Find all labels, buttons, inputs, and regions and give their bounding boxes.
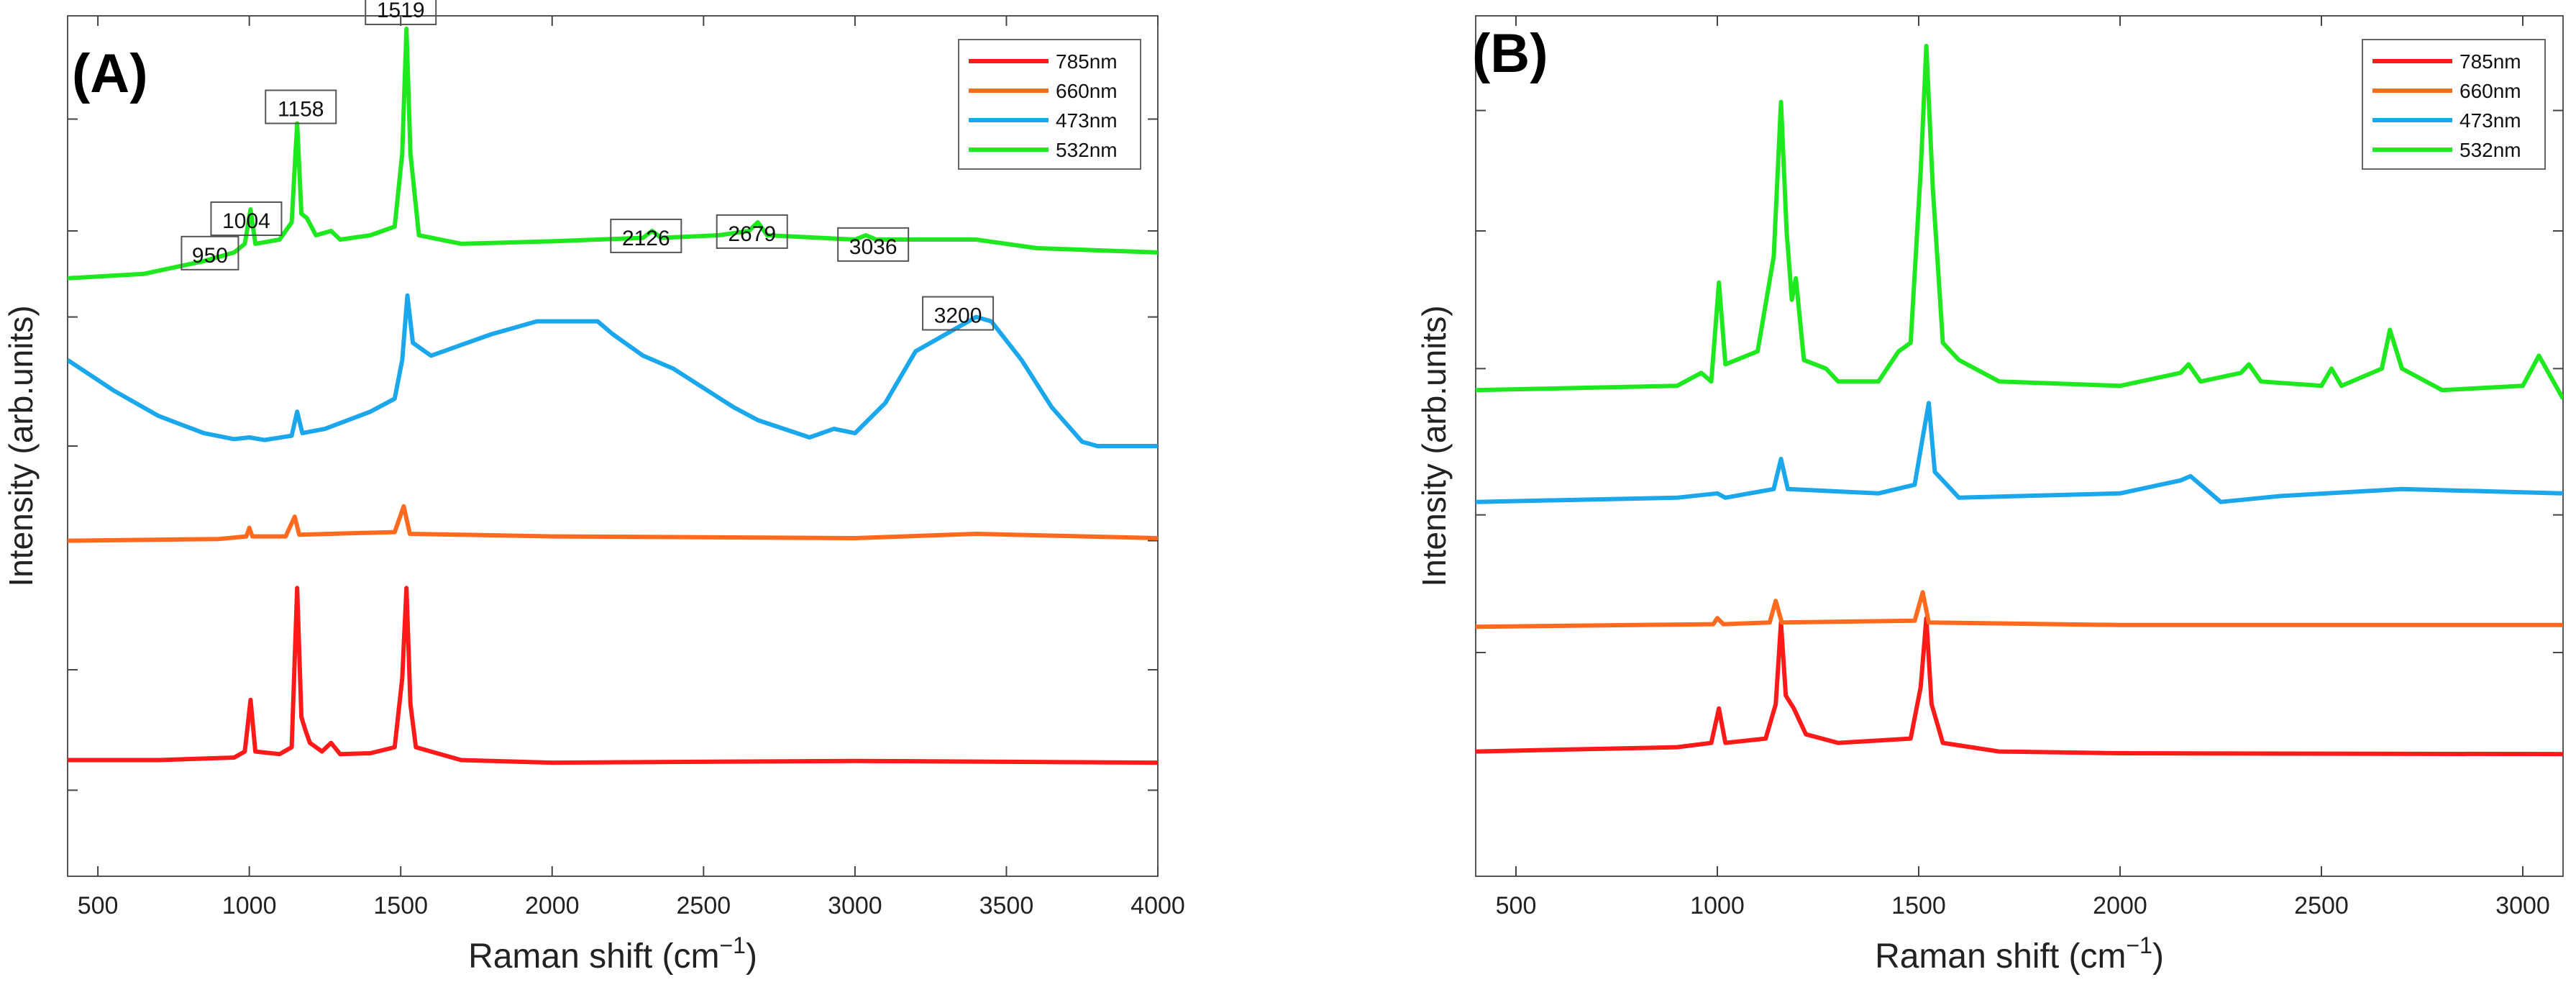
x-axis-label-main: Raman shift (cm: [1875, 937, 2126, 976]
series-line-785nm: [68, 586, 1158, 765]
x-tick-label: 2000: [2093, 892, 2147, 919]
x-axis-label-sup: −1: [719, 932, 745, 958]
annotation-box: [265, 89, 337, 124]
panel-label: (B): [1472, 23, 1548, 84]
legend-label: 660nm: [1056, 80, 1118, 102]
series-line-473nm: [1476, 401, 2563, 504]
annotation-label: 3036: [849, 235, 898, 259]
x-tick-label: 2500: [677, 892, 731, 919]
annotation-label: 1158: [278, 98, 324, 122]
series-line-660nm: [68, 504, 1158, 543]
legend-label: 532nm: [2459, 139, 2521, 161]
x-tick-label: 1000: [1690, 892, 1745, 919]
annotation-box: [365, 0, 437, 25]
x-tick-label: 500: [78, 892, 119, 919]
annotation-label: 950: [192, 244, 228, 268]
x-axis-label-main: Raman shift (cm: [468, 937, 719, 976]
x-tick-label: 1500: [373, 892, 428, 919]
series-line-532nm: [1476, 43, 2563, 400]
x-tick-label: 2500: [2294, 892, 2349, 919]
annotation-label: 2126: [622, 227, 670, 250]
annotation-label: 1519: [377, 0, 425, 22]
series-line-785nm: [1476, 616, 2563, 757]
legend-label: 785nm: [1056, 50, 1118, 73]
panel-label: (A): [72, 43, 148, 104]
x-axis-label-sup: −1: [2126, 932, 2152, 958]
annotation-label: 2679: [728, 222, 776, 246]
legend-label: 532nm: [1056, 139, 1118, 161]
annotation-box: [610, 218, 682, 253]
x-tick-label: 2000: [525, 892, 580, 919]
x-axis-label: Raman shift (cm−1): [1875, 932, 2164, 976]
x-tick-label: 1500: [1891, 892, 1946, 919]
legend-label: 473nm: [1056, 109, 1118, 132]
series-line-473nm: [68, 293, 1158, 448]
legend-label: 473nm: [2459, 109, 2521, 132]
x-axis-label-close: ): [2152, 937, 2164, 976]
annotation-box: [181, 235, 239, 271]
annotation-box: [716, 214, 788, 249]
y-axis-label: Intensity (arb.units): [2, 305, 40, 586]
x-axis-label-close: ): [746, 937, 757, 976]
annotation-box: [922, 296, 995, 331]
series-line-532nm: [68, 26, 1158, 281]
annotation-label: 3200: [934, 304, 982, 328]
annotation-box: [210, 201, 283, 236]
annotation-label: 1004: [222, 209, 270, 233]
legend-label: 660nm: [2459, 80, 2521, 102]
x-tick-label: 3000: [2495, 892, 2550, 919]
legend-label: 785nm: [2459, 50, 2521, 73]
x-tick-label: 4000: [1131, 892, 1185, 919]
panel-b-chart: 500 1000 1500 2000 2500 3000 785nm 660nm 473nm 53…: [1415, 15, 2564, 976]
panel-a-chart: 500 1000 1500 2000 2500 3000 3500 4000 950 1004 11…: [2, 0, 1185, 976]
x-tick-label: 500: [1496, 892, 1537, 919]
x-tick-label: 1000: [222, 892, 277, 919]
y-axis-label: Intensity (arb.units): [1415, 305, 1453, 586]
series-line-660nm: [1476, 590, 2563, 629]
x-axis-label: Raman shift (cm−1): [468, 932, 757, 976]
x-tick-label: 3500: [979, 892, 1034, 919]
annotation-box: [837, 227, 910, 262]
x-tick-label: 3000: [828, 892, 882, 919]
